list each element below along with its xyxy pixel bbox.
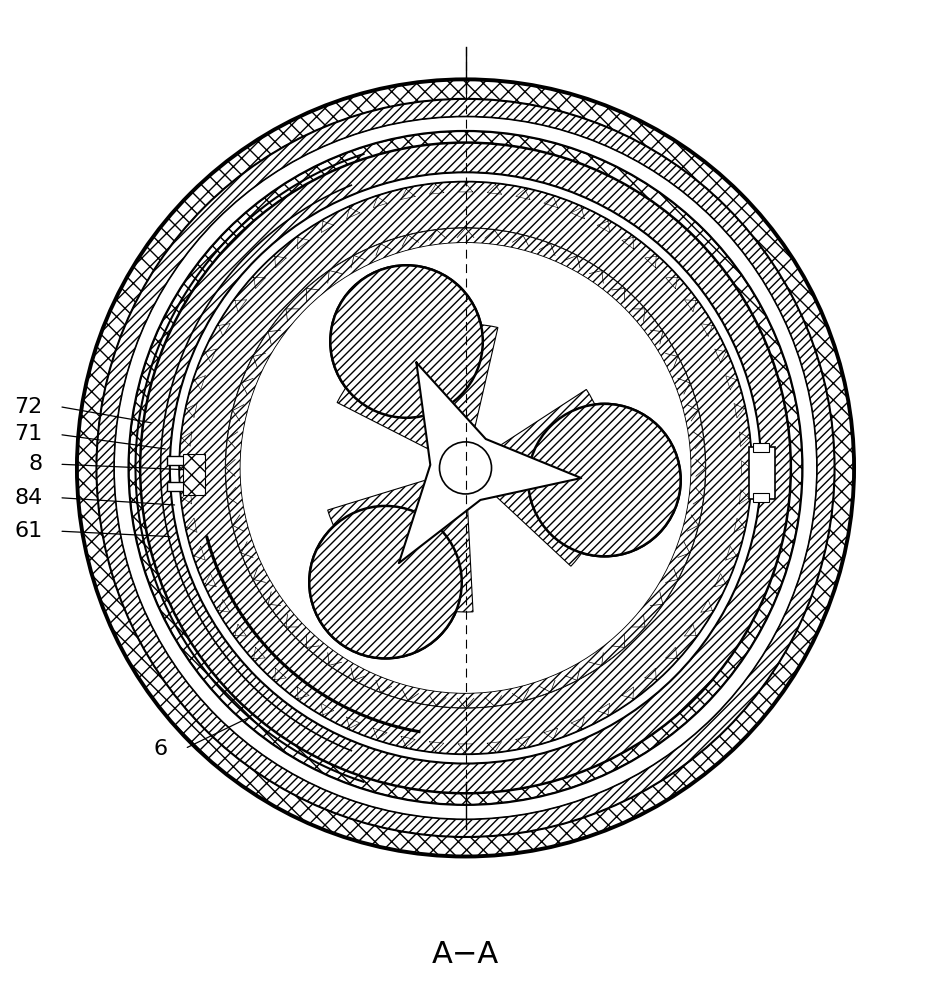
Text: 8: 8 xyxy=(29,454,43,474)
Wedge shape xyxy=(77,79,854,857)
Bar xyxy=(182,454,205,495)
Circle shape xyxy=(342,277,471,406)
Wedge shape xyxy=(129,131,802,804)
Text: A−A: A−A xyxy=(432,940,499,969)
Wedge shape xyxy=(328,468,473,612)
Bar xyxy=(167,482,187,491)
Bar xyxy=(167,456,187,465)
Circle shape xyxy=(439,442,492,494)
Bar xyxy=(753,443,770,452)
Text: 71: 71 xyxy=(14,424,43,444)
Wedge shape xyxy=(337,324,498,468)
Text: 61: 61 xyxy=(14,521,43,541)
Wedge shape xyxy=(225,228,706,708)
Circle shape xyxy=(309,506,462,658)
Bar xyxy=(749,447,776,499)
Circle shape xyxy=(331,265,483,418)
Wedge shape xyxy=(97,99,834,837)
Circle shape xyxy=(528,404,681,556)
Circle shape xyxy=(225,228,706,708)
Text: 84: 84 xyxy=(14,488,43,508)
Circle shape xyxy=(240,243,691,693)
Wedge shape xyxy=(179,182,752,754)
Wedge shape xyxy=(141,143,790,793)
Circle shape xyxy=(309,506,462,658)
Text: 72: 72 xyxy=(14,397,43,417)
Circle shape xyxy=(528,404,681,556)
Wedge shape xyxy=(466,389,610,566)
Circle shape xyxy=(540,415,669,545)
Circle shape xyxy=(320,517,451,647)
Circle shape xyxy=(331,265,483,418)
Bar xyxy=(753,493,770,502)
Circle shape xyxy=(240,243,691,693)
Text: 6: 6 xyxy=(154,739,168,759)
Polygon shape xyxy=(398,363,581,563)
Circle shape xyxy=(129,131,802,804)
